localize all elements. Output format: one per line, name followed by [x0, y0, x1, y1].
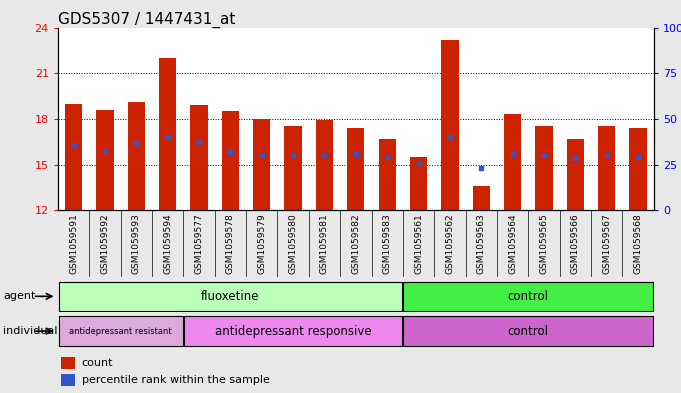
Bar: [441, 40, 458, 210]
Bar: [285, 127, 302, 210]
Bar: [65, 104, 82, 210]
Bar: [410, 157, 427, 210]
Text: control: control: [508, 325, 549, 338]
Text: GSM1059579: GSM1059579: [257, 214, 266, 274]
Bar: [222, 111, 239, 210]
Text: antidepressant responsive: antidepressant responsive: [215, 325, 371, 338]
Text: GSM1059592: GSM1059592: [100, 214, 110, 274]
Bar: [629, 128, 647, 210]
Text: antidepressant resistant: antidepressant resistant: [69, 327, 172, 336]
Bar: [59, 316, 183, 346]
Text: GSM1059594: GSM1059594: [163, 214, 172, 274]
Text: GSM1059582: GSM1059582: [351, 214, 360, 274]
Text: control: control: [508, 290, 549, 303]
Bar: [535, 127, 552, 210]
Text: GDS5307 / 1447431_at: GDS5307 / 1447431_at: [58, 11, 235, 28]
Bar: [191, 105, 208, 210]
Bar: [316, 120, 333, 210]
Text: GSM1059581: GSM1059581: [320, 214, 329, 274]
Bar: [61, 374, 75, 386]
Text: agent: agent: [3, 291, 36, 301]
Bar: [347, 128, 364, 210]
Bar: [159, 58, 176, 210]
Bar: [504, 114, 521, 210]
Bar: [127, 102, 145, 210]
Text: individual: individual: [3, 326, 58, 336]
Text: GSM1059564: GSM1059564: [508, 214, 517, 274]
Bar: [96, 110, 114, 210]
Text: GSM1059563: GSM1059563: [477, 214, 486, 274]
Text: GSM1059578: GSM1059578: [226, 214, 235, 274]
Bar: [59, 282, 402, 311]
Text: GSM1059577: GSM1059577: [195, 214, 204, 274]
Text: GSM1059591: GSM1059591: [69, 214, 78, 274]
Bar: [598, 127, 616, 210]
Bar: [379, 139, 396, 210]
Text: GSM1059566: GSM1059566: [571, 214, 580, 274]
Text: GSM1059580: GSM1059580: [289, 214, 298, 274]
Text: GSM1059561: GSM1059561: [414, 214, 423, 274]
Bar: [61, 357, 75, 369]
Bar: [403, 316, 653, 346]
Text: GSM1059583: GSM1059583: [383, 214, 392, 274]
Text: GSM1059565: GSM1059565: [539, 214, 548, 274]
Text: GSM1059567: GSM1059567: [602, 214, 612, 274]
Text: count: count: [82, 358, 113, 368]
Bar: [253, 119, 270, 210]
Text: fluoxetine: fluoxetine: [201, 290, 259, 303]
Text: percentile rank within the sample: percentile rank within the sample: [82, 375, 270, 385]
Text: GSM1059562: GSM1059562: [445, 214, 454, 274]
Bar: [567, 139, 584, 210]
Bar: [403, 282, 653, 311]
Text: GSM1059593: GSM1059593: [132, 214, 141, 274]
Bar: [184, 316, 402, 346]
Text: GSM1059568: GSM1059568: [633, 214, 643, 274]
Bar: [473, 186, 490, 210]
